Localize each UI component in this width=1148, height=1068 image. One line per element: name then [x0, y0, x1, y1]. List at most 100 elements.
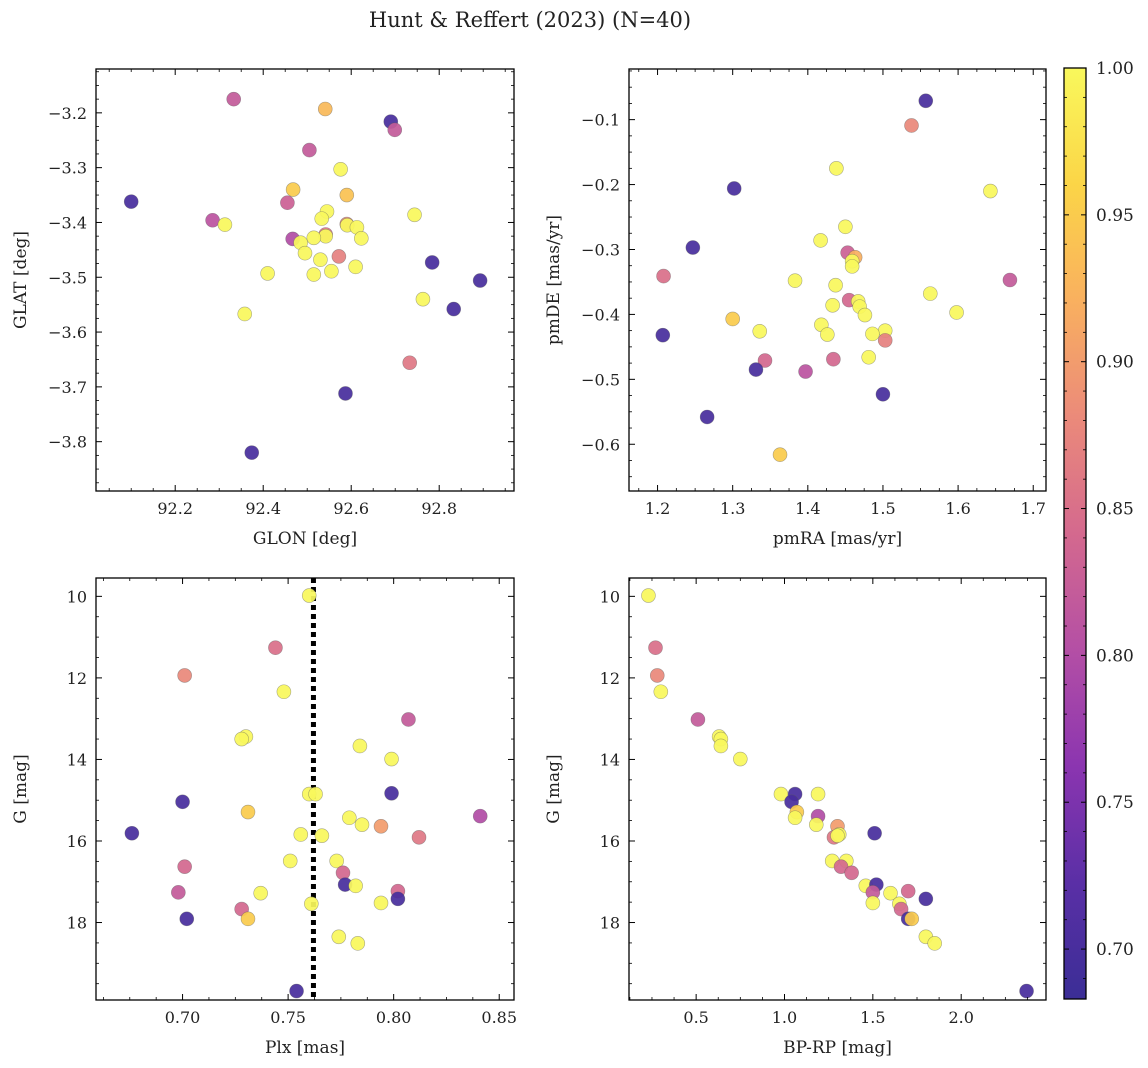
data-point: [904, 118, 919, 133]
data-point: [656, 268, 671, 284]
data-point: [306, 267, 322, 282]
data-point: [648, 640, 663, 656]
y-tick-label: −3.5: [48, 268, 87, 287]
scatter-points: [655, 93, 1018, 462]
data-point: [641, 588, 656, 603]
data-point: [857, 307, 873, 323]
data-point: [813, 233, 828, 248]
y-tick-label: −3.7: [48, 378, 87, 397]
data-point: [352, 738, 368, 754]
y-tick-label: 12: [600, 669, 620, 688]
data-point: [217, 217, 233, 232]
y-tick-label: 14: [600, 750, 620, 769]
data-point: [867, 825, 882, 841]
data-point: [260, 266, 275, 281]
data-point: [339, 187, 355, 203]
data-point: [384, 785, 399, 801]
x-axis-label: GLON [deg]: [253, 529, 357, 549]
y-tick-label: −0.4: [581, 305, 620, 324]
data-point: [384, 751, 399, 767]
data-point: [289, 983, 304, 999]
data-point: [348, 878, 363, 894]
data-point: [844, 259, 860, 274]
panel-plx_g: 0.70 0.75 0.80 0.85 10 12 14 16 18 Plx [mas] G [ma…: [11, 577, 517, 1058]
panel-pmra_pmde: 1.2 1.3 1.4 1.5 1.6 1.7 −0.1 −0.2 −0.3 −0.4 −0.5 −0…: [544, 68, 1047, 549]
data-point: [317, 101, 333, 117]
data-point: [649, 668, 665, 683]
data-point: [244, 445, 260, 460]
data-point: [752, 323, 768, 339]
colorbar-tick-label: 0.75: [1096, 793, 1134, 813]
data-point: [226, 91, 242, 107]
data-point: [883, 885, 898, 901]
data-point: [904, 911, 920, 927]
data-point: [390, 891, 406, 907]
data-point: [338, 386, 353, 401]
data-point: [825, 298, 840, 313]
data-point: [798, 364, 813, 379]
data-point: [830, 828, 845, 843]
x-tick-label: 0.80: [376, 1008, 412, 1027]
y-tick-label: 16: [67, 832, 87, 851]
colorbar-tick-label: 0.85: [1096, 500, 1134, 520]
data-point: [297, 245, 313, 261]
x-tick-label: 0.85: [481, 1008, 517, 1027]
data-point: [653, 684, 669, 700]
data-point: [205, 212, 220, 228]
data-point: [900, 883, 916, 899]
data-point: [177, 668, 192, 683]
data-point: [407, 207, 422, 223]
data-point: [171, 885, 186, 900]
data-point: [124, 825, 140, 841]
data-point: [313, 252, 328, 268]
data-point: [826, 351, 841, 367]
axes-frame: [628, 68, 1047, 492]
data-point: [713, 738, 729, 754]
y-axis-label: GLAT [deg]: [11, 231, 31, 329]
data-point: [877, 333, 893, 348]
data-point: [293, 827, 309, 842]
data-point: [699, 409, 715, 425]
y-tick-label: −3.3: [48, 159, 87, 178]
x-tick-label: 92.4: [245, 499, 281, 518]
data-point: [123, 194, 139, 209]
data-point: [268, 640, 283, 656]
data-point: [348, 259, 363, 275]
data-point: [308, 786, 323, 802]
data-point: [240, 804, 256, 820]
x-tick-label: 1.2: [645, 499, 670, 518]
x-axis-label: BP-RP [mag]: [783, 1038, 892, 1058]
x-tick-label: 1.6: [945, 499, 970, 518]
y-tick-label: −3.6: [48, 323, 87, 342]
data-point: [415, 291, 431, 307]
data-point: [304, 896, 319, 912]
data-point: [276, 684, 292, 700]
data-point: [237, 306, 253, 322]
y-axis-label: pmDE [mas/yr]: [544, 215, 564, 345]
data-point: [655, 327, 671, 343]
data-point: [302, 142, 317, 158]
data-point: [175, 794, 190, 810]
y-tick-label: 14: [67, 750, 87, 769]
x-tick-label: 1.0: [772, 1008, 797, 1027]
y-tick-label: −3.2: [48, 104, 87, 123]
data-point: [725, 311, 740, 327]
data-point: [726, 181, 742, 196]
y-tick-label: −0.2: [581, 176, 620, 195]
data-point: [342, 810, 357, 826]
data-point: [354, 231, 369, 246]
data-point: [829, 161, 844, 176]
y-tick-label: 18: [67, 914, 87, 933]
data-point: [918, 93, 934, 109]
data-point: [787, 810, 803, 826]
data-point: [949, 305, 964, 320]
data-point: [748, 362, 764, 377]
y-axis-label: G [mag]: [544, 754, 564, 823]
scatter-points: [641, 588, 1034, 999]
axes-frame: [628, 577, 1047, 1001]
data-point: [373, 895, 389, 911]
y-tick-label: −3.4: [48, 213, 87, 232]
y-tick-label: −3.8: [48, 433, 87, 452]
data-point: [354, 817, 370, 832]
